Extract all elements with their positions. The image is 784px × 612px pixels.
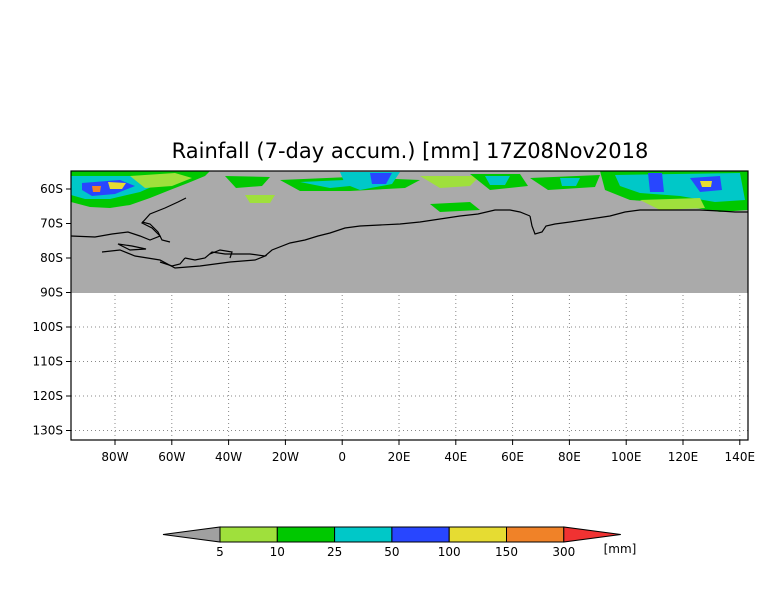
coastline	[70, 197, 748, 269]
lon-tick-label: 40E	[444, 450, 467, 464]
colorbar-label: 50	[384, 545, 399, 559]
lon-tick-label: 40W	[215, 450, 242, 464]
lat-tick-label: 120S	[32, 389, 63, 403]
colorbar-label: 25	[327, 545, 342, 559]
colorbar-box	[391, 526, 450, 543]
lat-tick-label: 130S	[32, 424, 63, 438]
longitude-axis: 80W 60W 40W 20W 0 20E 40E 60E 80E 100E 120E 140E	[101, 440, 755, 464]
lat-tick-label: 80S	[40, 251, 63, 265]
colorbar-box	[334, 526, 393, 543]
lon-tick-label: 120E	[668, 450, 699, 464]
colorbar-label: 100	[438, 545, 461, 559]
latitude-axis: 60S 70S 80S 90S 100S 110S 120S 130S	[32, 182, 71, 438]
lon-tick-label: 0	[338, 450, 346, 464]
lon-tick-label: 60W	[158, 450, 185, 464]
colorbar-box	[219, 526, 278, 543]
map-title: Rainfall (7-day accum.) [mm] 17Z08Nov201…	[172, 139, 649, 163]
colorbar-label: 5	[216, 545, 224, 559]
lat-tick-label: 100S	[32, 320, 63, 334]
lon-tick-label: 80W	[101, 450, 128, 464]
lon-tick-label: 100E	[611, 450, 642, 464]
colorbar-label: 300	[552, 545, 575, 559]
colorbar-label: 10	[270, 545, 285, 559]
lat-tick-label: 110S	[32, 355, 63, 369]
colorbar-box	[506, 526, 565, 543]
lat-tick-label: 60S	[40, 182, 63, 196]
colorbar-over-triangle	[563, 526, 621, 543]
colorbar-box	[276, 526, 336, 543]
lon-tick-label: 80E	[558, 450, 581, 464]
colorbar-box	[448, 526, 508, 543]
colorbar-label: 150	[495, 545, 518, 559]
rainfall-field	[71, 171, 748, 212]
lon-tick-label: 20E	[388, 450, 411, 464]
plot-frame	[70, 170, 749, 441]
colorbar: 5 10 25 50 100 150 300 [mm]	[162, 526, 637, 559]
lon-tick-label: 20W	[272, 450, 299, 464]
lat-tick-label: 70S	[40, 217, 63, 231]
colorbar-under-triangle	[162, 526, 221, 543]
lon-tick-label: 60E	[501, 450, 524, 464]
lon-tick-label: 140E	[725, 450, 756, 464]
colorbar-unit: [mm]	[604, 542, 637, 556]
lat-tick-label: 90S	[40, 286, 63, 300]
